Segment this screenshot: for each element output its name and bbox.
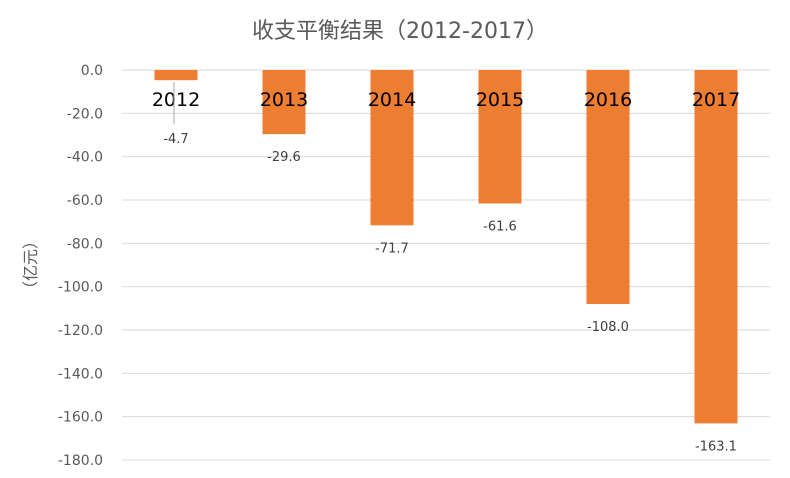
bar	[478, 70, 522, 204]
data-label: -163.1	[695, 439, 737, 454]
data-label: -71.7	[375, 241, 409, 256]
y-tick-label: -160.0	[58, 410, 103, 426]
x-tick-label: 2015	[476, 89, 524, 111]
x-tick-label: 2014	[368, 89, 416, 111]
gridlines	[122, 69, 770, 461]
data-label: -61.6	[483, 219, 517, 234]
x-tick-label: 2012	[152, 89, 200, 111]
data-label: -4.7	[163, 132, 188, 147]
y-tick-label: -20.0	[67, 106, 103, 122]
y-tick-label: -80.0	[67, 236, 103, 252]
data-label: -29.6	[267, 150, 301, 165]
bar	[586, 70, 630, 304]
bars	[154, 70, 738, 424]
data-labels: -4.7 -29.6 -71.7 -61.6 -108.0 -163.1	[163, 82, 737, 454]
y-tick-label: -100.0	[58, 280, 103, 296]
y-tick-label: -120.0	[58, 323, 103, 339]
y-tick-label: 0.0	[81, 63, 103, 79]
x-tick-label: 2016	[584, 89, 632, 111]
x-tick-label: 2017	[692, 89, 740, 111]
y-tick-label: -60.0	[67, 193, 103, 209]
chart-title: 收支平衡结果（2012-2017）	[252, 19, 548, 44]
bar	[694, 70, 738, 424]
y-tick-label: -180.0	[58, 453, 103, 469]
category-labels: 2012 2013 2014 2015 2016 2017	[152, 89, 740, 111]
y-axis-label: （亿元）	[21, 233, 40, 297]
bar	[262, 70, 306, 135]
y-tick-label: -40.0	[67, 150, 103, 166]
data-label: -108.0	[587, 320, 629, 335]
bar	[370, 70, 414, 226]
y-tick-labels: 0.0 -20.0 -40.0 -60.0 -80.0 -100.0 -120.0 -140.…	[58, 63, 103, 469]
x-tick-label: 2013	[260, 89, 308, 111]
y-tick-label: -140.0	[58, 366, 103, 382]
bar	[154, 70, 198, 81]
